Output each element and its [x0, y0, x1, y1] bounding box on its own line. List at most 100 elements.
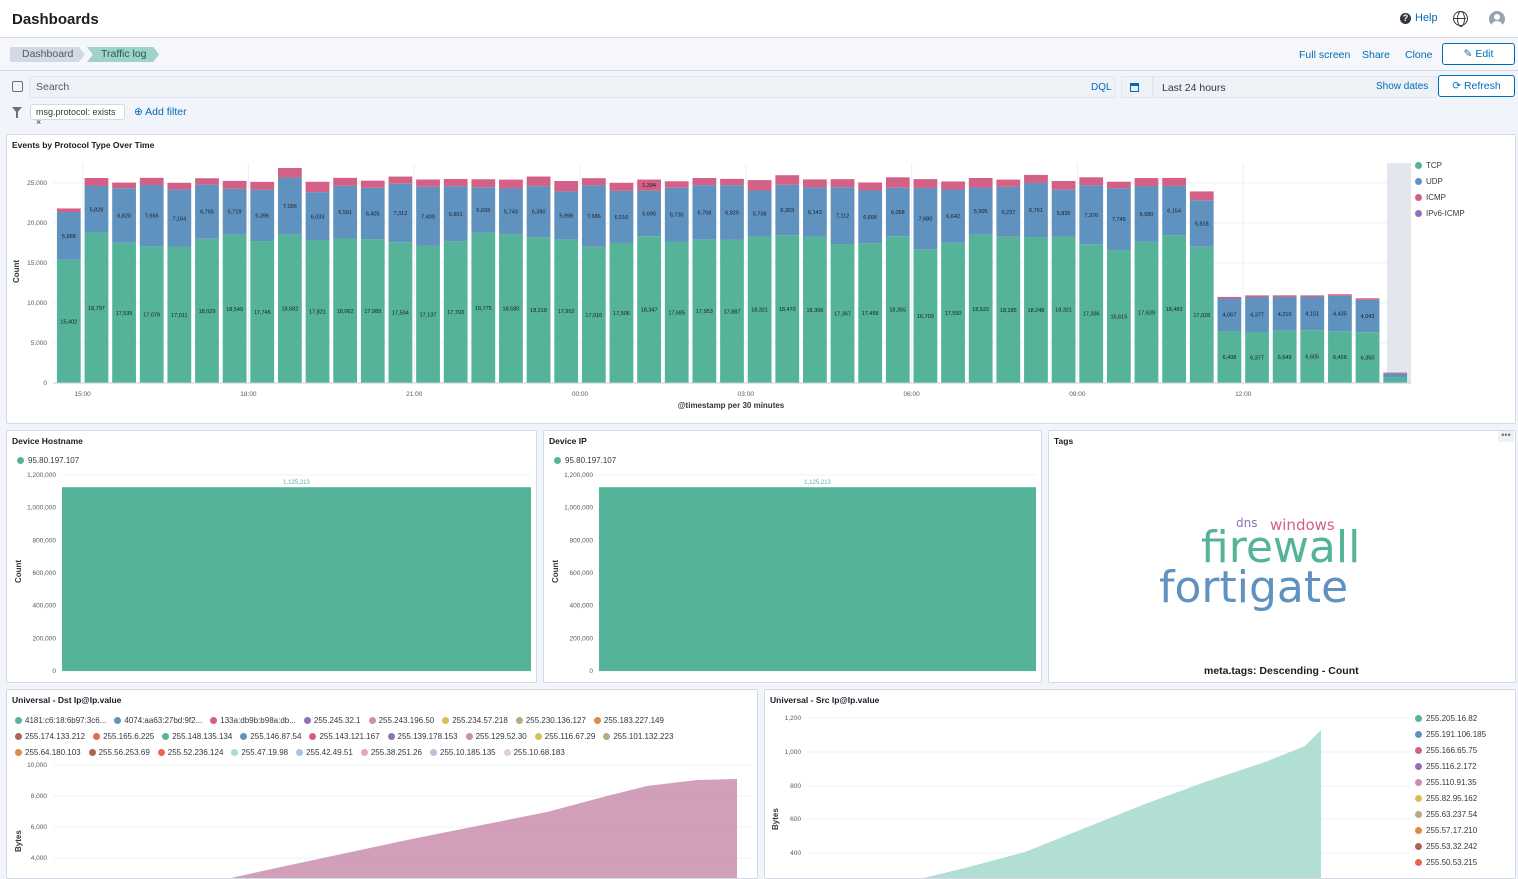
breadcrumb-bar: Dashboard Traffic log Full screen Share … [0, 39, 1518, 71]
legend-item[interactable]: 255.234.57.218 [442, 712, 508, 728]
legend-item[interactable]: 255.143.121.167 [309, 728, 380, 744]
share-link[interactable]: Share [1362, 49, 1391, 61]
legend-item[interactable]: 255.42.49.51 [296, 744, 353, 760]
legend-item[interactable]: 255.82.95.162 [1415, 790, 1486, 806]
legend-item[interactable]: 255.47.19.98 [231, 744, 288, 760]
bar-udp [222, 188, 247, 235]
edit-button[interactable]: ✎ Edit [1442, 43, 1515, 65]
panel-options-icon[interactable]: ••• [1498, 431, 1514, 442]
breadcrumb-dashboard[interactable]: Dashboard [10, 47, 85, 62]
legend-item[interactable]: 255.56.253.69 [88, 744, 150, 760]
y-tick-label: 800,000 [33, 537, 57, 544]
add-filter-button[interactable]: ⊕ Add filter [134, 106, 187, 118]
calendar-icon [1130, 83, 1139, 92]
legend-item[interactable]: 255.64.180.103 [15, 744, 81, 760]
legend-item[interactable]: 255.38.251.26 [360, 744, 422, 760]
show-dates-link[interactable]: Show dates [1376, 81, 1429, 92]
legend-item[interactable]: 4074:aa63:27bd:9f2... [114, 712, 202, 728]
bar-tcp [112, 242, 136, 383]
bar-udp [56, 212, 81, 260]
bar-udp [526, 186, 551, 238]
bar-label-tcp: 17,821 [309, 310, 326, 316]
legend-dot [303, 716, 311, 724]
legend-label: 255.166.65.75 [1426, 745, 1478, 755]
legend-item[interactable]: 255.183.227.149 [593, 712, 664, 728]
legend-item[interactable]: 255.148.135.134 [162, 728, 232, 744]
legend-item[interactable]: 255.52.236.124 [157, 744, 223, 760]
panel-title: Universal - Dst Ip@Ip.value [12, 695, 122, 705]
dql-toggle[interactable]: DQL [1091, 82, 1112, 93]
filter-icon[interactable] [12, 107, 22, 118]
legend-item-udp[interactable]: UDP [1415, 173, 1465, 189]
help-link[interactable]: ? Help [1400, 12, 1438, 24]
bar-icmp [277, 167, 302, 178]
avatar[interactable] [1489, 11, 1505, 27]
legend-item[interactable]: 255.116.67.29 [534, 728, 595, 744]
legend-label: IPv6-ICMP [1426, 208, 1465, 218]
tag-word[interactable]: fortigate [1159, 562, 1349, 613]
bar-icmp [1051, 180, 1076, 190]
legend-item[interactable]: 255.166.65.75 [1415, 742, 1486, 758]
legend-item[interactable]: 133a:db9b:b98a:db... [210, 712, 296, 728]
legend-item[interactable]: 255.10.68.183 [503, 744, 565, 760]
legend-item[interactable]: 255.53.32.242 [1415, 838, 1486, 854]
fullscreen-link[interactable]: Full screen [1299, 49, 1351, 61]
legend-item[interactable]: 255.116.2.172 [1415, 758, 1486, 774]
x-tick-label: 03:00 [738, 391, 755, 398]
breadcrumb-traffic-log[interactable]: Traffic log [87, 47, 159, 62]
y-tick-label: 400 [790, 850, 801, 857]
legend-item[interactable]: 255.245.32.1 [303, 712, 361, 728]
legend-item[interactable]: 255.205.16.82 [1415, 710, 1486, 726]
clone-link[interactable]: Clone [1405, 49, 1433, 61]
y-tick-label: 8,000 [31, 793, 48, 800]
bar-label-tcp: 18,775 [475, 306, 492, 312]
legend-item[interactable]: 255.10.185.135 [430, 744, 496, 760]
close-icon[interactable]: × [36, 117, 42, 127]
tag-word[interactable]: windows [1270, 516, 1335, 534]
legend-item[interactable]: 255.174.133.212 [15, 728, 85, 744]
time-range[interactable]: Last 24 hours [1153, 76, 1437, 98]
legend-item[interactable]: 255.243.196.50 [368, 712, 434, 728]
area-series [231, 779, 737, 878]
search-input[interactable]: Search [29, 76, 1116, 98]
bar-label-udp: 5,690 [642, 211, 656, 217]
bar-label-tcp: 17,079 [143, 313, 160, 319]
legend-item[interactable]: 255.139.178.153 [387, 728, 458, 744]
legend-item[interactable]: 4181:c6:18:6b97:3c6... [15, 712, 106, 728]
legend-item[interactable]: 255.230.136.127 [515, 712, 586, 728]
legend-item[interactable]: 255.110.91.35 [1415, 774, 1486, 790]
hostname-legend: 95.80.197.107 [17, 452, 79, 468]
legend-item[interactable]: 255.129.52.30 [465, 728, 527, 744]
saved-query-icon[interactable] [12, 81, 23, 92]
legend-item[interactable]: 95.80.197.107 [554, 452, 616, 468]
bar-tcp [1355, 332, 1380, 383]
bar-label-udp: 6,516 [615, 215, 629, 221]
tag-word[interactable]: firewall [1201, 522, 1361, 573]
date-quick-menu[interactable] [1121, 76, 1153, 98]
legend-item[interactable]: 255.165.6.225 [93, 728, 154, 744]
legend-dot [240, 732, 248, 740]
bar-tcp [499, 234, 523, 383]
bar-udp [1328, 295, 1352, 332]
filter-pill[interactable]: msg.protocol: exists × [30, 104, 125, 127]
panel-title: Device Hostname [12, 436, 83, 446]
legend-dot [15, 716, 22, 724]
legend-item[interactable]: 255.50.53.215 [1415, 854, 1486, 870]
bar-icmp [1245, 295, 1269, 297]
refresh-button[interactable]: ⟳ Refresh [1438, 75, 1515, 97]
legend-item[interactable]: 95.80.197.107 [17, 452, 79, 468]
y-tick-label: 1,200,000 [27, 472, 56, 479]
globe-icon[interactable] [1453, 11, 1468, 27]
legend-item-icmp[interactable]: ICMP [1415, 189, 1465, 205]
legend-dot [1415, 746, 1422, 754]
legend-item[interactable]: 255.63.237.54 [1415, 806, 1486, 822]
legend-item-tcp[interactable]: TCP [1415, 157, 1465, 173]
legend-item-ipv6[interactable]: IPv6-ICMP [1415, 205, 1465, 221]
legend-dot [534, 732, 542, 740]
tag-word[interactable]: dns [1236, 516, 1258, 530]
add-filter-label: Add filter [145, 106, 187, 118]
legend-item[interactable]: 255.191.106.185 [1415, 726, 1486, 742]
legend-item[interactable]: 255.101.132.223 [603, 728, 673, 744]
legend-item[interactable]: 255.146.87.54 [240, 728, 301, 744]
legend-item[interactable]: 255.57.17.210 [1415, 822, 1486, 838]
